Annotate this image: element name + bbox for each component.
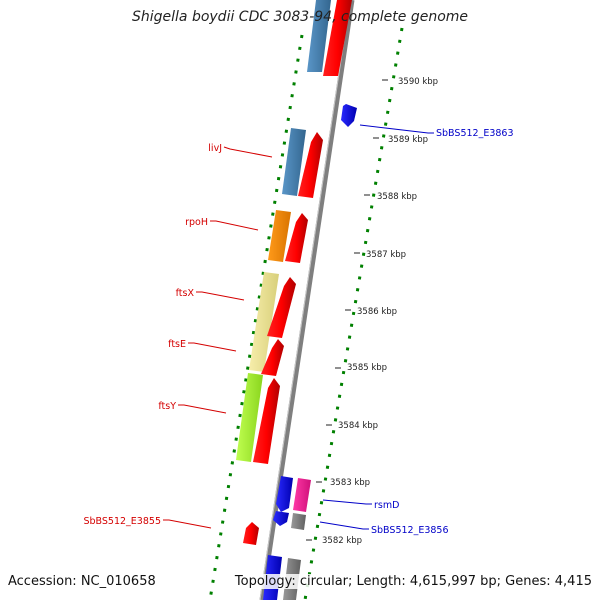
gene-blue-rsmd-a: [276, 476, 293, 512]
gene-label-ftse[interactable]: ftsE: [168, 339, 186, 350]
genome-backbone-highlight: [259, 0, 351, 600]
gene-label-ftsy[interactable]: ftsY: [158, 401, 176, 412]
gene-red-e3855: [243, 522, 259, 545]
gene-red-ftsx: [267, 277, 296, 338]
gene-red-top: [323, 0, 352, 76]
gene-orange-rpoh: [268, 210, 291, 262]
left-label-leaders: [163, 146, 273, 529]
genome-backbone: [259, 0, 355, 600]
gene-label-rpoh[interactable]: rpoH: [185, 217, 208, 228]
scale-label: 3586 kbp: [357, 307, 397, 317]
scale-label: 3589 kbp: [388, 135, 428, 145]
gene-red-ftsy: [253, 378, 280, 464]
scale-label: 3587 kbp: [366, 250, 406, 260]
gene-red-rpoh: [285, 213, 308, 263]
gene-label-e3856[interactable]: SbBS512_E3856: [371, 525, 449, 536]
gene-label-e3855[interactable]: SbBS512_E3855: [83, 516, 161, 527]
gene-steelblue-top: [307, 0, 331, 72]
scale-label: 3588 kbp: [377, 192, 417, 202]
scale-label: 3583 kbp: [330, 478, 370, 488]
scale-label: 3590 kbp: [398, 77, 438, 87]
gene-label-e3863[interactable]: SbBS512_E3863: [436, 128, 514, 139]
gene-blue-rsmd-b: [273, 511, 289, 526]
gene-khaki-ftsx: [249, 272, 279, 372]
right-label-leaders: [319, 124, 434, 530]
gene-pink-rsmd: [293, 478, 311, 512]
inner-ring-dotted: [303, 27, 404, 600]
scale-label: 3584 kbp: [338, 421, 378, 431]
gene-label-ftsx[interactable]: ftsX: [176, 288, 195, 299]
gene-red-ftse: [261, 339, 284, 376]
scale-ticks: [306, 79, 388, 541]
gene-steelblue-livj: [282, 128, 306, 196]
gene-blue-e3863: [341, 104, 357, 127]
gene-label-livj[interactable]: livJ: [208, 143, 222, 154]
scale-label: 3585 kbp: [347, 363, 387, 373]
gene-label-rsmd[interactable]: rsmD: [374, 500, 399, 511]
genome-summary-label: Topology: circular; Length: 4,615,997 bp…: [234, 574, 592, 589]
gene-gray-e3856: [291, 513, 306, 530]
scale-label: 3582 kbp: [322, 536, 362, 546]
gene-green-ftsy: [236, 373, 263, 462]
accession-label: Accession: NC_010658: [8, 574, 156, 589]
map-title: Shigella boydii CDC 3083-94, complete ge…: [131, 9, 469, 25]
gene-red-livj: [298, 132, 323, 198]
